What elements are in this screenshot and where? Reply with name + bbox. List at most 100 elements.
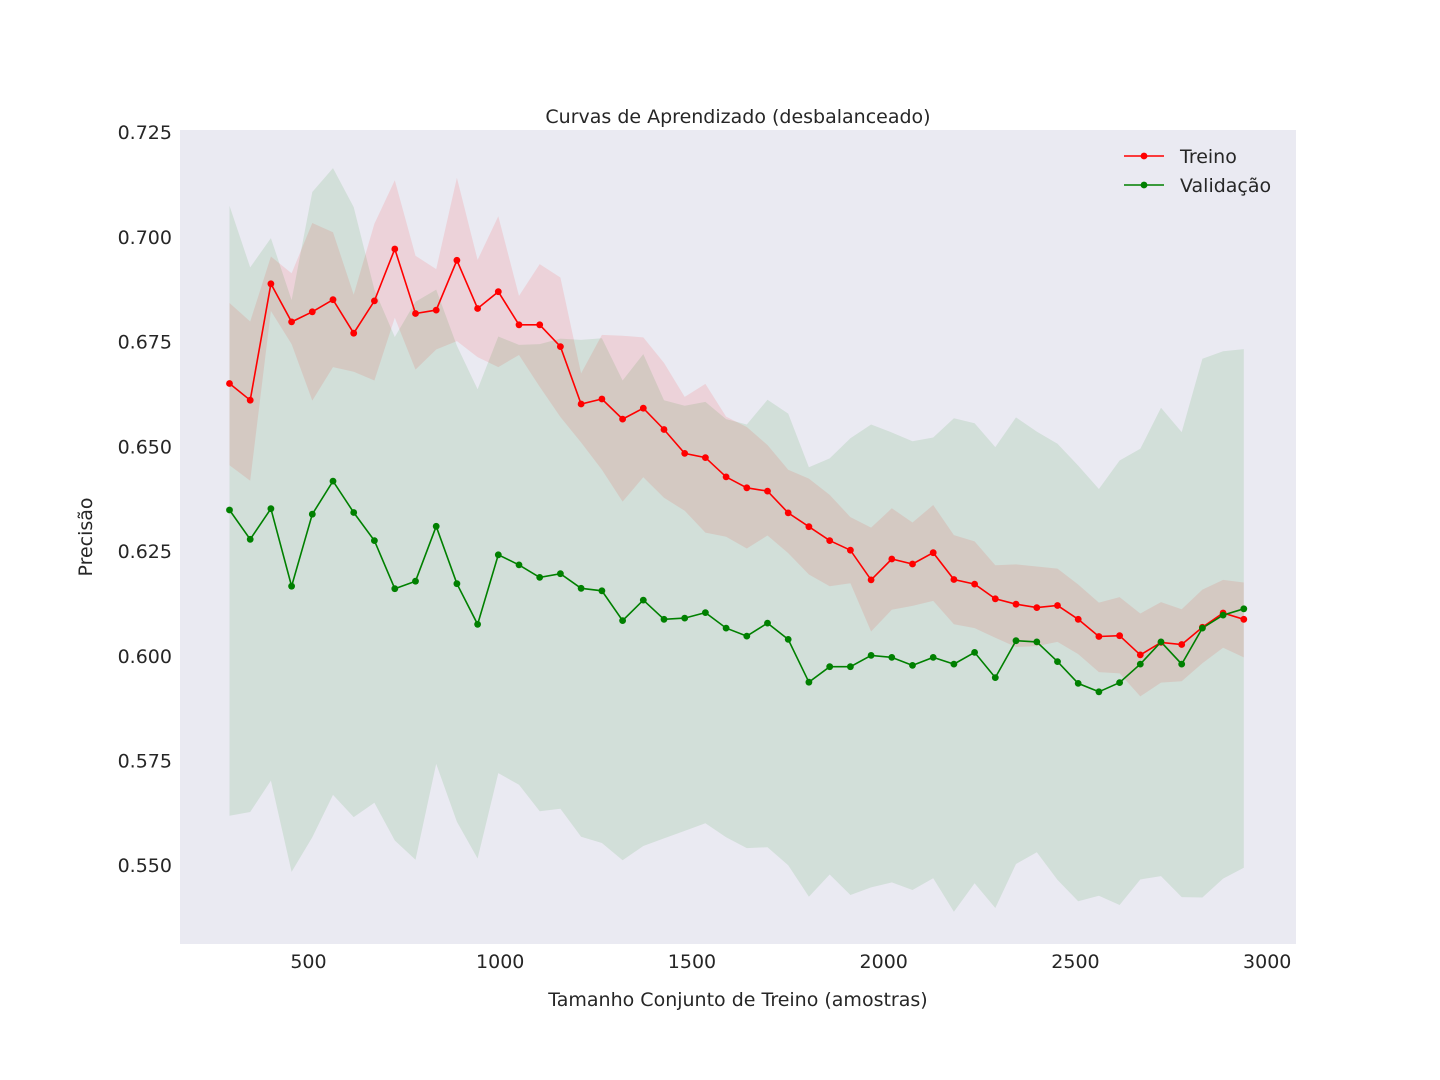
point-validacao [764,619,771,627]
point-validacao [1219,611,1227,619]
point-validacao [950,660,958,668]
point-validacao [474,620,481,628]
y-tick-label: 0.725 [118,122,172,144]
point-treino [371,297,378,305]
point-treino [288,318,295,326]
point-treino [329,296,337,304]
point-validacao [1178,660,1186,668]
point-validacao [453,580,461,588]
point-validacao [660,615,668,623]
y-tick-label: 0.650 [118,436,172,458]
point-validacao [494,551,502,559]
point-validacao [619,617,626,624]
y-tick-label: 0.625 [118,541,172,563]
point-validacao [1199,624,1206,632]
point-treino [660,426,668,433]
legend-label-validacao: Validação [1180,175,1271,197]
x-axis-ticks: 500 1000 1500 2000 2500 3000 [290,951,1291,973]
point-treino [1012,600,1020,608]
x-tick-label: 2000 [860,951,908,973]
point-validacao [515,561,523,569]
line-validacao [228,479,1245,693]
point-treino [971,580,978,588]
point-validacao [432,522,440,530]
x-tick-label: 1500 [668,951,716,973]
point-validacao [246,535,254,543]
point-treino [929,549,937,557]
point-validacao [909,662,916,669]
point-treino [515,321,523,329]
series-lines [228,246,1245,693]
point-validacao [991,674,999,681]
point-treino [226,380,233,387]
point-treino [577,400,585,408]
legend: Treino Validação [1124,146,1271,197]
point-treino [784,509,792,517]
point-treino [847,546,854,554]
point-validacao [308,510,316,518]
point-treino [702,454,709,461]
y-tick-label: 0.550 [118,855,172,877]
plot-area [180,130,1296,944]
point-validacao [536,574,544,581]
point-validacao [1116,679,1123,686]
point-validacao [226,506,233,514]
band-treino [229,177,1244,697]
point-validacao [1074,680,1082,687]
point-treino [991,595,999,603]
point-treino [246,396,254,404]
point-validacao [350,509,358,516]
point-validacao [329,477,337,485]
point-validacao [847,663,854,671]
y-tick-label: 0.600 [118,646,172,668]
point-treino [1116,632,1123,640]
band-validacao [229,168,1244,912]
legend-marker-validacao [1140,181,1148,189]
point-treino [267,280,275,288]
y-axis-ticks: 0.550 0.575 0.600 0.625 0.650 0.675 0.700 0.725 [118,122,172,877]
point-validacao [557,570,564,578]
point-validacao [1054,658,1061,665]
y-tick-label: 0.700 [118,227,172,249]
point-treino [722,473,730,481]
point-validacao [391,585,399,593]
point-treino [805,523,813,531]
point-validacao [1157,638,1165,646]
point-validacao [1136,660,1144,668]
point-treino [557,343,564,350]
point-treino [598,395,606,403]
std-bands [229,168,1244,912]
point-validacao [288,582,295,590]
point-validacao [412,577,419,585]
point-treino [474,305,481,312]
x-tick-label: 500 [290,951,326,973]
point-validacao [639,596,647,604]
point-treino [764,487,771,495]
point-treino [826,537,834,544]
y-tick-label: 0.675 [118,332,172,354]
point-treino [1074,615,1082,623]
point-treino [888,555,896,563]
point-validacao [1095,688,1103,696]
point-validacao [267,505,275,513]
point-validacao [805,678,813,686]
point-validacao [702,609,709,616]
point-treino [412,310,419,317]
point-treino [681,450,689,457]
point-validacao [826,663,834,671]
point-treino [453,256,461,264]
point-treino [1178,641,1186,648]
point-treino [350,329,358,337]
point-treino [432,306,440,314]
point-validacao [722,624,730,632]
x-tick-label: 3000 [1243,951,1291,973]
point-treino [1240,615,1248,623]
point-validacao [743,632,751,640]
point-validacao [598,587,606,595]
y-tick-label: 0.575 [118,751,172,773]
x-axis-label: Tamanho Conjunto de Treino (amostras) [547,989,927,1011]
point-treino [391,245,399,253]
legend-label-treino: Treino [1179,146,1237,168]
line-treino [228,246,1245,656]
point-treino [950,576,958,583]
